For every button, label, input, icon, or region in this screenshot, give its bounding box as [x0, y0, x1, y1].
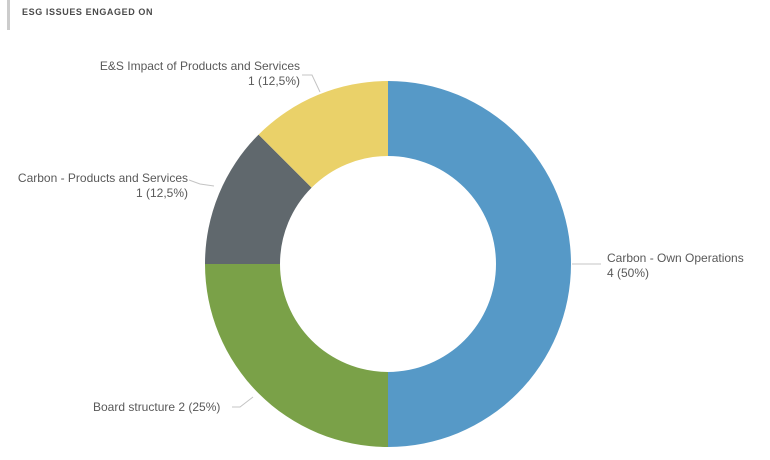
slice-label-name: E&S Impact of Products and Services	[99, 59, 300, 73]
slice-label-carbon-products: Carbon - Products and Services 1 (12,5%)	[0, 171, 188, 201]
chart-title: ESG ISSUES ENGAGED ON	[22, 7, 154, 17]
slice-label-es-impact: E&S Impact of Products and Services 1 (1…	[60, 59, 300, 89]
leader-lines	[188, 74, 601, 408]
donut-slice-board-structure[interactable]	[205, 264, 388, 447]
slice-label-name: Carbon - Products and Services	[17, 171, 188, 185]
header-accent-bar	[7, 0, 10, 30]
leader-line-es-impact	[302, 74, 321, 93]
donut-slice-e-s-impact-of-products-and-services[interactable]	[258, 81, 388, 188]
donut-slices	[205, 81, 571, 447]
donut-slice-carbon-products-and-services[interactable]	[205, 134, 312, 264]
leader-line-carbon-products	[188, 179, 215, 187]
slice-label-name: Board structure 2 (25%)	[93, 400, 221, 414]
slice-label-value: 1 (12,5%)	[247, 74, 300, 88]
slice-label-value: 1 (12,5%)	[135, 186, 188, 200]
leader-line-board-structure	[232, 396, 254, 408]
slice-label-carbon-own-operations: Carbon - Own Operations 4 (50%)	[607, 251, 744, 281]
slice-label-board-structure: Board structure 2 (25%)	[93, 400, 220, 415]
slice-label-name: Carbon - Own Operations	[607, 251, 744, 265]
slice-label-value: 4 (50%)	[607, 266, 650, 280]
donut-slice-carbon-own-operations[interactable]	[388, 81, 571, 447]
chart-header: ESG ISSUES ENGAGED ON	[7, 0, 153, 30]
